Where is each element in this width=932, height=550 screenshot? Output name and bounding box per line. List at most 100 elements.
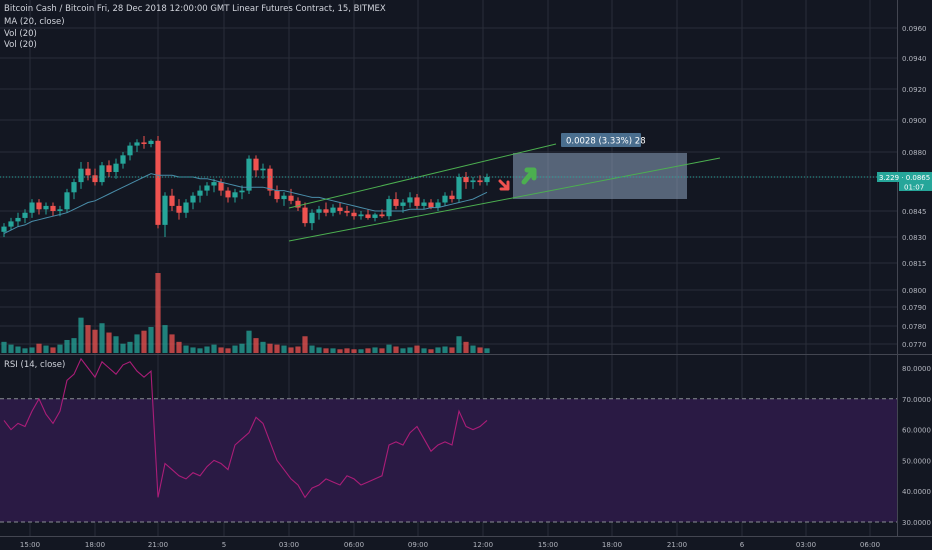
candle-body <box>344 211 350 213</box>
candle-body <box>57 209 63 211</box>
volume-bar <box>386 344 392 353</box>
time-tick-label: 12:00 <box>473 541 493 549</box>
rsi-tick-label: 60.0000 <box>902 427 931 435</box>
channel-lower-line[interactable] <box>288 157 721 242</box>
volume-bar <box>57 344 63 353</box>
volume-bar <box>470 345 476 353</box>
price-axis[interactable]: 0.0960 0.0940 0.0920 0.0900 0.0880 0.0845 0.08… <box>902 25 927 349</box>
candle-body <box>225 190 231 198</box>
channel-upper-line[interactable] <box>288 143 557 209</box>
price-tick-label: 0.0800 <box>902 287 927 295</box>
volume-bar <box>246 330 252 353</box>
candle-body <box>211 182 217 186</box>
candle-body <box>379 214 385 217</box>
volume-bar <box>365 348 371 353</box>
candle-body <box>351 212 357 217</box>
candle-body <box>435 202 441 208</box>
candle-body <box>99 165 105 183</box>
time-tick-label: 09:00 <box>408 541 428 549</box>
time-tick-label: 21:00 <box>148 541 168 549</box>
volume-bar <box>421 348 427 353</box>
price-tag-label: 3.229 · 0.0865 <box>879 174 930 182</box>
volume-bar <box>253 338 259 353</box>
volume-bar <box>407 347 413 353</box>
candle-body <box>22 212 28 218</box>
measure-label-box <box>561 133 641 147</box>
volume-bar <box>449 347 455 353</box>
countdown-tag <box>899 182 932 191</box>
candle-body <box>1 226 7 232</box>
time-tick-label: 18:00 <box>85 541 105 549</box>
volume-bar <box>190 347 196 353</box>
ma-line <box>3 173 488 234</box>
candle-body <box>106 165 112 172</box>
candle-body <box>190 195 196 203</box>
time-tick-label: 21:00 <box>667 541 687 549</box>
time-axis[interactable]: 15:00 18:00 21:00 5 03:00 06:00 09:00 12:00 15:0… <box>20 541 880 549</box>
volume-bar <box>204 346 210 353</box>
volume-bar <box>50 347 56 353</box>
measure-label: 0.0028 (3.33%) 28 <box>566 137 646 147</box>
volume-bars <box>1 273 490 353</box>
volume-bar <box>239 343 245 353</box>
volume-bar <box>330 348 336 353</box>
price-tick-label: 0.0770 <box>902 341 927 349</box>
volume-bar <box>372 347 378 353</box>
price-tick-label: 0.0780 <box>902 323 927 331</box>
volume-bar <box>351 349 357 353</box>
candles <box>1 136 490 237</box>
candle-body <box>281 195 287 200</box>
ma-indicator-label[interactable]: MA (20, close) <box>4 17 65 27</box>
candle-body <box>386 199 392 217</box>
candle-body <box>267 168 273 191</box>
time-tick-label: 06:00 <box>344 541 364 549</box>
volume-bar <box>141 330 147 353</box>
rsi-band <box>0 398 897 522</box>
price-tick-label: 0.0920 <box>902 86 927 94</box>
volume-bar <box>169 334 175 353</box>
candle-body <box>309 212 315 224</box>
candle-body <box>323 209 329 213</box>
time-tick-label: 18:00 <box>602 541 622 549</box>
candle-body <box>120 155 126 164</box>
rsi-indicator-label[interactable]: RSI (14, close) <box>4 360 66 370</box>
volume-bar <box>281 345 287 353</box>
volume-bar <box>22 348 28 353</box>
volume-bar <box>120 343 126 353</box>
volume-bar <box>1 341 7 353</box>
candle-body <box>92 175 98 183</box>
candle-body <box>71 182 77 193</box>
volume-bar <box>337 349 343 353</box>
price-tick-label: 0.0815 <box>902 260 927 268</box>
up-arrow-icon <box>521 167 537 185</box>
candle-body <box>43 205 49 210</box>
price-tick-label: 0.0880 <box>902 149 927 157</box>
volume-bar <box>379 348 385 353</box>
volume-bar <box>323 348 329 353</box>
time-tick-label: 15:00 <box>538 541 558 549</box>
price-tick-label: 0.0845 <box>902 208 927 216</box>
candle-body <box>456 177 462 200</box>
candle-body <box>288 195 294 201</box>
volume-bar <box>211 344 217 353</box>
candle-body <box>141 142 147 144</box>
candle-body <box>169 195 175 206</box>
volume-indicator-label-2[interactable]: Vol (20) <box>4 40 37 50</box>
volume-bar <box>36 343 42 353</box>
volume-bar <box>78 317 84 353</box>
volume-bar <box>295 346 301 353</box>
target-box[interactable] <box>513 153 687 199</box>
candle-body <box>218 182 224 191</box>
rsi-axis[interactable]: 80.0000 70.0000 60.0000 50.0000 40.0000 30.00… <box>902 365 931 527</box>
candle-body <box>470 180 476 183</box>
volume-bar <box>176 341 182 353</box>
rsi-band-lines <box>0 398 897 523</box>
volume-bar <box>155 273 161 353</box>
volume-indicator-label[interactable]: Vol (20) <box>4 29 37 39</box>
candle-body <box>162 195 168 225</box>
candle-body <box>295 200 301 208</box>
volume-bar <box>92 329 98 353</box>
candle-body <box>449 195 455 200</box>
volume-bar <box>197 348 203 353</box>
volume-bar <box>414 345 420 353</box>
